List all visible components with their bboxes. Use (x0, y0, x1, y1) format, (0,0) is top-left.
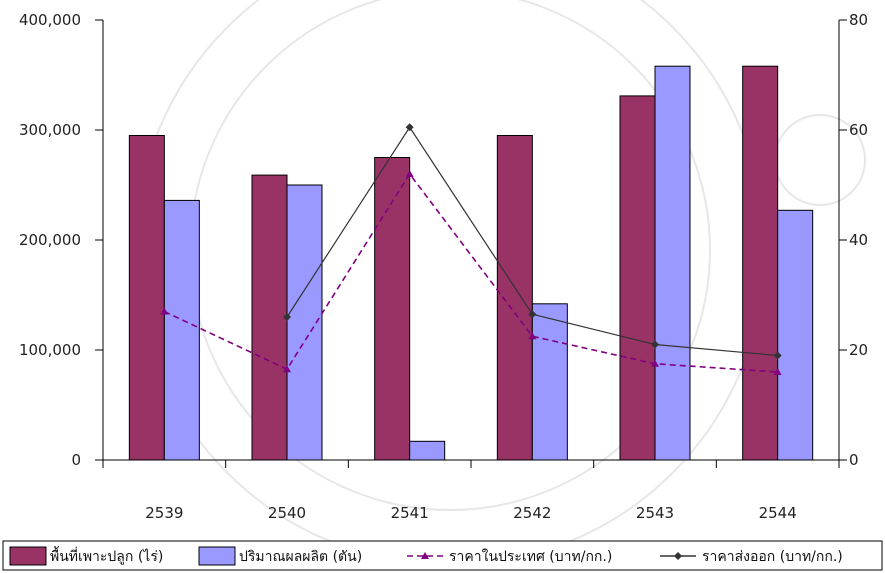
legend: พื้นที่เพาะปลูก (ไร่) ปริมาณผลผลิต (ตัน) ร… (2, 540, 883, 571)
y-right-tick-label: 80 (849, 11, 868, 29)
x-tick-label: 2540 (268, 504, 306, 522)
y-right-tick-label: 40 (849, 231, 868, 249)
x-tick-label: 2541 (391, 504, 429, 522)
line-domestic-price (163, 172, 778, 373)
y-right-tick-label: 20 (849, 341, 868, 359)
bar-yield-2542 (531, 303, 568, 461)
legend-swatch-1 (198, 546, 236, 566)
legend-label-3: ราคาส่งออก (บาท/กก.) (702, 549, 843, 565)
legend-label-1: ปริมาณผลผลิต (ตัน) (239, 549, 362, 565)
y-left-tick-label: 300,000 (19, 121, 81, 139)
y-right-tick-label: 60 (849, 121, 868, 139)
y-left-tick-label: 100,000 (19, 341, 81, 359)
point-export-price-2542 (528, 310, 537, 319)
legend-marker-2 (421, 552, 429, 559)
legend-label-0: พื้นที่เพาะปลูก (ไร่) (50, 546, 163, 565)
point-domestic-price-2542 (528, 332, 537, 340)
point-domestic-price-2539 (160, 307, 169, 315)
legend-marker-3 (674, 552, 682, 560)
bar-yield-2544 (777, 209, 814, 461)
point-domestic-price-2543 (651, 359, 659, 367)
legend-swatch-0 (9, 546, 47, 566)
point-domestic-price-2541 (405, 170, 414, 177)
x-tick-label: 2542 (513, 504, 551, 522)
point-export-price-2540 (283, 313, 291, 321)
point-domestic-price-2540 (283, 365, 291, 373)
bar-yield-2539 (163, 199, 200, 461)
bar-area-2539 (128, 135, 165, 461)
bar-area-2541 (374, 157, 411, 461)
legend-label-2: ราคาในประเทศ (บาท/กก.) (449, 548, 612, 565)
x-tick-label: 2544 (759, 504, 797, 522)
y-left-tick-label: 200,000 (19, 231, 81, 249)
bar-area-2544 (742, 65, 779, 461)
y-right-tick-label: 0 (849, 451, 859, 469)
bar-area-2543 (619, 95, 656, 461)
x-tick-label: 2543 (636, 504, 674, 522)
point-export-price-2543 (651, 340, 659, 349)
x-tick-label: 2539 (145, 504, 183, 522)
bar-yield-2543 (654, 65, 691, 461)
y-left-tick-label: 400,000 (19, 11, 81, 29)
point-export-price-2544 (773, 351, 782, 360)
bar-area-2540 (251, 174, 288, 461)
y-left-tick-label: 0 (71, 451, 81, 469)
point-export-price-2541 (405, 123, 414, 132)
point-domestic-price-2544 (773, 368, 782, 375)
bar-yield-2541 (409, 440, 446, 461)
